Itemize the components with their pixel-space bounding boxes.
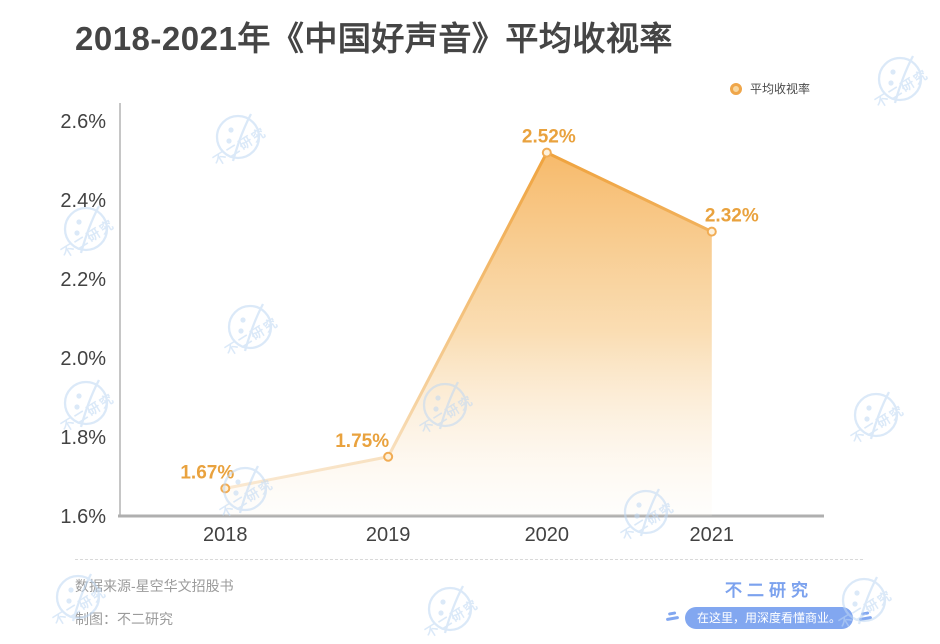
chart-labels: 1.67% 1.75% 2.52% 2.32%: [180, 127, 758, 484]
legend: 平均收视率: [730, 80, 810, 97]
brand-name: 不二研究: [725, 581, 813, 600]
y-axis-tick-label: 2.2%: [60, 269, 106, 291]
y-axis-tick-label: 2.4%: [60, 190, 106, 212]
data-value-label: 1.67%: [180, 462, 234, 483]
data-point-2020: [541, 147, 552, 158]
x-axis-tick-label: 2021: [690, 524, 735, 546]
series-line: [223, 151, 714, 490]
chart-series: [220, 147, 717, 516]
y-axis-tick-label: 2.6%: [60, 111, 106, 133]
legend-marker-icon: [730, 82, 742, 95]
branding-block: 不二研究 在这里，用深度看懂商业。: [665, 576, 873, 629]
y-axis-tick-label: 1.8%: [60, 427, 106, 449]
data-point-2021: [706, 226, 717, 237]
chart-title: 2018-2021年《中国好声音》平均收视率: [75, 20, 673, 57]
y-axis-tick-label: 2.0%: [60, 348, 106, 370]
y-axis-tick-label: 1.6%: [60, 506, 106, 528]
data-source-text: 数据来源-星空华文招股书: [75, 578, 234, 594]
data-point-2019: [383, 451, 394, 462]
x-axis-tick-label: 2019: [366, 524, 411, 546]
data-value-label: 1.75%: [335, 431, 389, 452]
x-axis-tick-label: 2018: [203, 524, 248, 546]
x-axis-tick-label: 2020: [525, 524, 570, 546]
data-point-2018: [220, 483, 231, 494]
area-fill: [225, 152, 712, 516]
legend-label: 平均收视率: [750, 82, 811, 96]
data-value-label: 2.52%: [522, 127, 576, 148]
chart-credit-text: 制图：不二研究: [75, 611, 173, 627]
footer-divider: [75, 559, 863, 560]
data-value-label: 2.32%: [705, 206, 759, 227]
brand-tagline: 在这里，用深度看懂商业。: [685, 607, 854, 629]
brand-tagline-row: 在这里，用深度看懂商业。: [665, 607, 873, 629]
